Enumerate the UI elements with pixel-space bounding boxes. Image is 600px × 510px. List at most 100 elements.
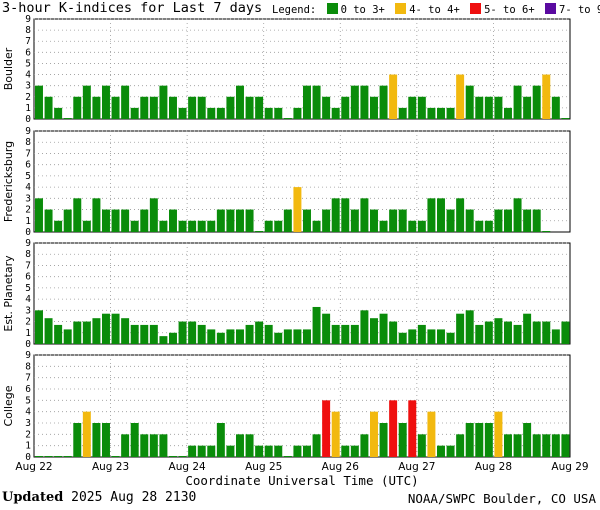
k-index-bar: [370, 209, 378, 232]
k-index-bar: [188, 220, 197, 232]
k-index-bar: [188, 96, 197, 119]
k-index-bar: [494, 411, 503, 457]
k-index-bar: [398, 209, 407, 232]
k-index-bar: [322, 96, 331, 119]
k-index-bar: [236, 85, 244, 119]
y-tick-label: 0: [25, 452, 31, 463]
legend-label: Legend:: [272, 4, 317, 16]
legend-swatch-red: [470, 3, 482, 14]
k-index-bar: [255, 96, 264, 119]
k-index-bar: [197, 96, 206, 119]
k-index-bar: [312, 306, 321, 344]
k-index-bar: [408, 96, 417, 119]
k-index-bar: [293, 187, 302, 232]
k-index-bar: [303, 85, 311, 119]
k-index-bar: [456, 434, 465, 457]
legend-item-green: 0 to 3+: [326, 3, 385, 16]
k-index-bar: [255, 231, 264, 232]
k-index-bar: [178, 321, 187, 344]
k-index-bar: [532, 321, 541, 344]
k-index-bar: [427, 198, 436, 232]
legend-text-yellow: 4- to 4+: [409, 4, 460, 16]
legend-swatch-green: [326, 3, 338, 14]
k-index-bar: [370, 96, 378, 119]
k-index-bar: [504, 321, 512, 344]
k-index-bar: [63, 118, 72, 119]
k-index-bar: [417, 434, 426, 457]
k-index-bar: [551, 96, 560, 119]
k-index-bar: [63, 456, 72, 457]
k-index-bar: [111, 209, 120, 232]
k-index-bar: [446, 445, 455, 457]
k-index-bar: [35, 310, 43, 344]
k-index-bar: [216, 107, 225, 119]
k-index-bar: [322, 400, 331, 457]
k-index-bar: [513, 324, 522, 344]
k-index-bar: [475, 423, 484, 457]
k-index-bar: [427, 411, 436, 457]
k-index-bar: [350, 324, 359, 344]
legend-item-purple: 7- to 9: [545, 3, 600, 16]
k-index-bar: [82, 411, 91, 457]
y-tick-label: 4: [25, 407, 31, 418]
k-index-bar: [523, 96, 532, 119]
updated-timestamp: Updated 2025 Aug 28 2130: [2, 490, 196, 505]
k-index-bar: [513, 198, 522, 232]
y-tick-label: 5: [25, 283, 31, 294]
legend-swatch-purple: [545, 3, 556, 14]
k-index-bar: [226, 209, 235, 232]
x-tick-label: Aug 23: [92, 461, 129, 473]
y-tick-label: 9: [25, 350, 31, 361]
k-index-bar: [456, 74, 465, 119]
k-index-bar: [178, 107, 187, 119]
k-index-bar: [504, 209, 512, 232]
x-tick-label: Aug 24: [169, 461, 207, 473]
y-tick-label: 2: [25, 205, 31, 216]
k-index-bar: [216, 423, 225, 457]
k-index-bar: [92, 198, 101, 232]
k-index-bar: [188, 321, 197, 344]
k-index-bar: [561, 321, 570, 344]
k-index-bar: [350, 209, 359, 232]
k-index-bar: [140, 324, 149, 344]
k-index-bar: [35, 456, 43, 457]
k-index-bar: [73, 321, 82, 344]
k-index-bar: [398, 107, 407, 119]
k-index-bar: [130, 423, 139, 457]
k-index-bar: [274, 107, 283, 119]
k-index-bar: [293, 445, 302, 457]
k-index-bar: [504, 434, 512, 457]
y-tick-label: 2: [25, 429, 31, 440]
k-index-bar: [178, 220, 187, 232]
k-index-bar: [102, 209, 110, 232]
x-tick-label: Aug 28: [475, 461, 512, 473]
k-index-bar: [44, 209, 53, 232]
y-tick-label: 8: [25, 25, 31, 36]
k-index-bar: [255, 321, 264, 344]
k-index-bar: [245, 209, 254, 232]
k-index-bar: [484, 220, 493, 232]
k-index-bar: [465, 310, 474, 344]
y-tick-label: 4: [25, 70, 31, 81]
legend: Legend: 0 to 3+ 4- to 4+ 5- to 6+ 7- to …: [272, 3, 600, 16]
y-tick-label: 8: [25, 249, 31, 260]
y-tick-label: 4: [25, 294, 31, 305]
k-index-bar: [312, 220, 321, 232]
k-index-bar: [532, 209, 541, 232]
k-index-bar: [360, 85, 369, 119]
k-index-bar: [197, 445, 206, 457]
y-tick-label: 1: [25, 328, 31, 339]
k-index-bar: [341, 445, 350, 457]
k-index-bar: [44, 96, 53, 119]
k-index-bar: [484, 96, 493, 119]
y-tick-label: 6: [25, 384, 31, 395]
k-index-bar: [322, 313, 331, 344]
k-index-bar: [542, 321, 551, 344]
k-index-bar: [303, 209, 311, 232]
k-index-bar: [102, 423, 110, 457]
y-tick-label: 8: [25, 361, 31, 372]
k-index-bar: [379, 423, 388, 457]
panel-name-label: Boulder: [2, 47, 15, 90]
y-tick-label: 1: [25, 441, 31, 452]
